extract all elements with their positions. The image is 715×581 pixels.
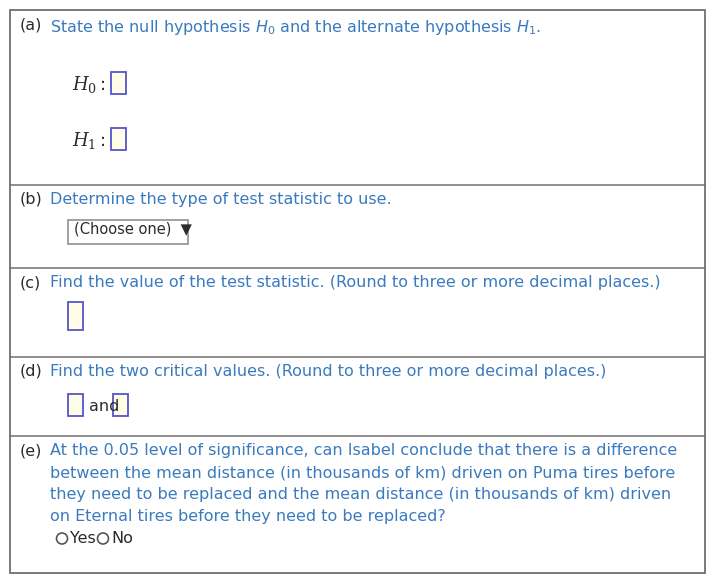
Text: they need to be replaced and the mean distance (in thousands of km) driven: they need to be replaced and the mean di… xyxy=(50,487,671,502)
FancyBboxPatch shape xyxy=(68,220,188,244)
Text: (b): (b) xyxy=(20,192,43,207)
Text: At the 0.05 level of significance, can Isabel conclude that there is a differenc: At the 0.05 level of significance, can I… xyxy=(50,443,677,458)
Text: :: : xyxy=(100,76,106,94)
FancyBboxPatch shape xyxy=(111,72,126,94)
FancyBboxPatch shape xyxy=(111,128,126,150)
Text: (e): (e) xyxy=(20,443,42,458)
Text: (d): (d) xyxy=(20,364,43,379)
Text: State the null hypothesis $\mathit{H}_0$ and the alternate hypothesis $\mathit{H: State the null hypothesis $\mathit{H}_0$… xyxy=(50,18,541,37)
Circle shape xyxy=(97,533,109,544)
Circle shape xyxy=(56,533,67,544)
Text: $H_0$: $H_0$ xyxy=(72,74,97,95)
Text: (a): (a) xyxy=(20,18,42,33)
Text: Find the value of the test statistic. (Round to three or more decimal places.): Find the value of the test statistic. (R… xyxy=(50,275,661,290)
Text: :: : xyxy=(100,132,106,150)
Text: between the mean distance (in thousands of km) driven on Puma tires before: between the mean distance (in thousands … xyxy=(50,465,675,480)
FancyBboxPatch shape xyxy=(68,302,83,330)
Text: $H_1$: $H_1$ xyxy=(72,130,97,151)
Text: Yes: Yes xyxy=(71,531,97,546)
Text: Determine the type of test statistic to use.: Determine the type of test statistic to … xyxy=(50,192,392,207)
Text: No: No xyxy=(112,531,134,546)
Text: (c): (c) xyxy=(20,275,41,290)
Text: on Eternal tires before they need to be replaced?: on Eternal tires before they need to be … xyxy=(50,509,445,524)
Text: (Choose one)  ▼: (Choose one) ▼ xyxy=(74,222,192,237)
FancyBboxPatch shape xyxy=(68,394,83,416)
Text: Find the two critical values. (Round to three or more decimal places.): Find the two critical values. (Round to … xyxy=(50,364,606,379)
FancyBboxPatch shape xyxy=(113,394,128,416)
FancyBboxPatch shape xyxy=(10,10,705,573)
Text: and: and xyxy=(89,399,119,414)
